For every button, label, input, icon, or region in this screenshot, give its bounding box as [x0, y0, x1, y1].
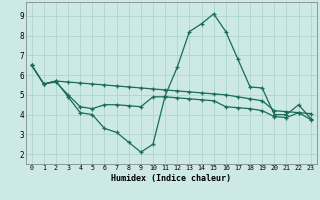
X-axis label: Humidex (Indice chaleur): Humidex (Indice chaleur) [111, 174, 231, 183]
